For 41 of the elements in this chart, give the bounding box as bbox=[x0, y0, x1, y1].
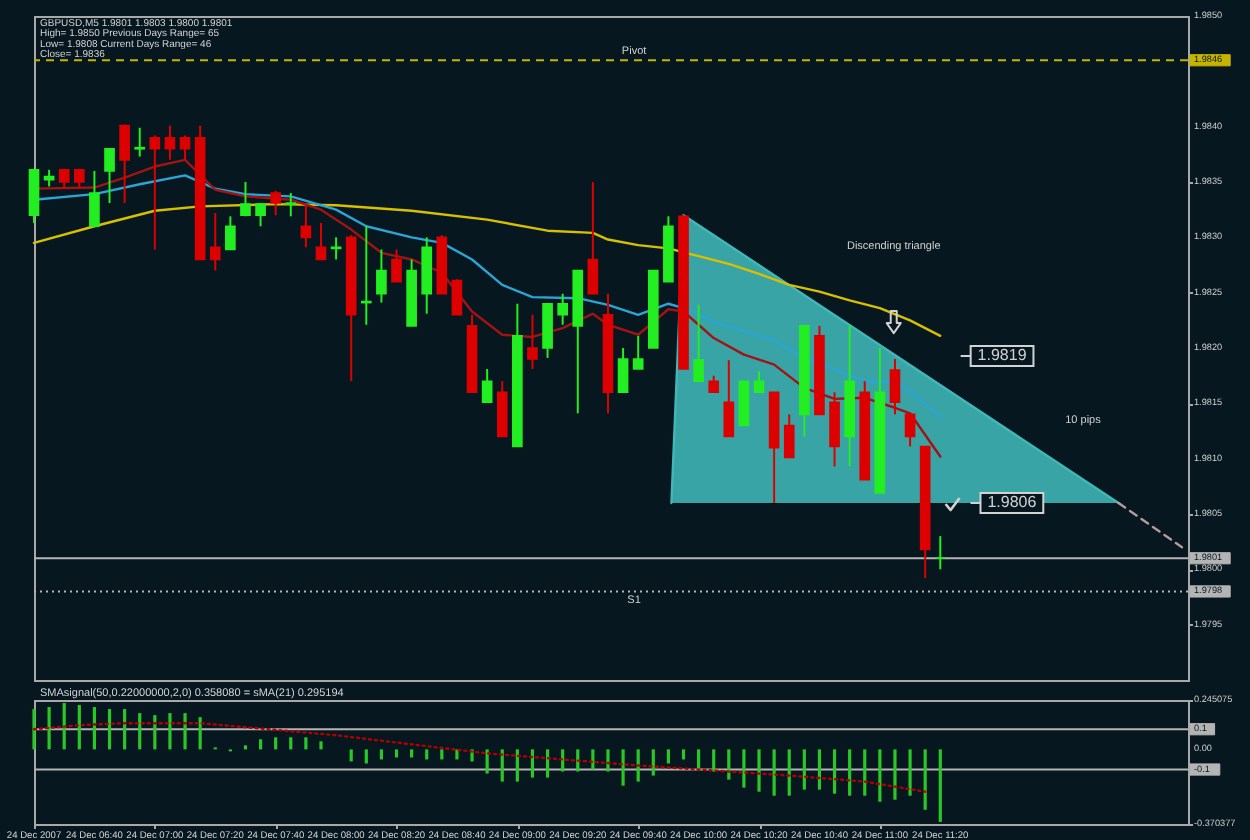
candlestick bbox=[421, 236, 433, 315]
candlestick bbox=[270, 189, 282, 217]
candlestick bbox=[104, 147, 115, 205]
candlestick bbox=[300, 203, 312, 249]
candlestick bbox=[391, 248, 402, 283]
candlestick bbox=[149, 134, 161, 251]
candlestick bbox=[783, 413, 795, 459]
candlestick bbox=[119, 123, 130, 205]
annotation: 1.9806 bbox=[987, 492, 1038, 511]
candlestick bbox=[527, 313, 538, 371]
candlestick bbox=[179, 134, 191, 161]
candlestick bbox=[240, 181, 251, 218]
candlestick bbox=[134, 126, 146, 158]
candlestick bbox=[632, 334, 644, 371]
candlestick bbox=[330, 236, 342, 261]
candlestick bbox=[542, 302, 553, 359]
candlestick bbox=[376, 248, 387, 304]
candlestick bbox=[753, 370, 765, 394]
annotation: 1.9819 bbox=[977, 345, 1028, 364]
candlestick bbox=[28, 167, 40, 224]
candlestick bbox=[315, 221, 327, 261]
candlestick bbox=[164, 124, 176, 161]
candlestick bbox=[829, 391, 840, 468]
candlestick bbox=[255, 202, 266, 228]
candlestick bbox=[617, 347, 629, 394]
candlestick bbox=[587, 181, 599, 295]
candlestick bbox=[285, 192, 297, 218]
candlestick bbox=[904, 413, 916, 448]
line-series bbox=[32, 721, 927, 793]
candlestick bbox=[451, 278, 463, 316]
candlestick bbox=[481, 368, 493, 404]
candlestick bbox=[225, 215, 236, 251]
candlestick bbox=[693, 303, 704, 383]
candlestick bbox=[557, 292, 568, 326]
candlestick bbox=[496, 380, 508, 438]
candlestick bbox=[934, 535, 946, 571]
candlestick bbox=[723, 359, 735, 438]
candlestick bbox=[89, 169, 100, 228]
candlestick bbox=[738, 380, 750, 427]
candlestick bbox=[209, 211, 221, 272]
candlestick bbox=[889, 358, 901, 416]
